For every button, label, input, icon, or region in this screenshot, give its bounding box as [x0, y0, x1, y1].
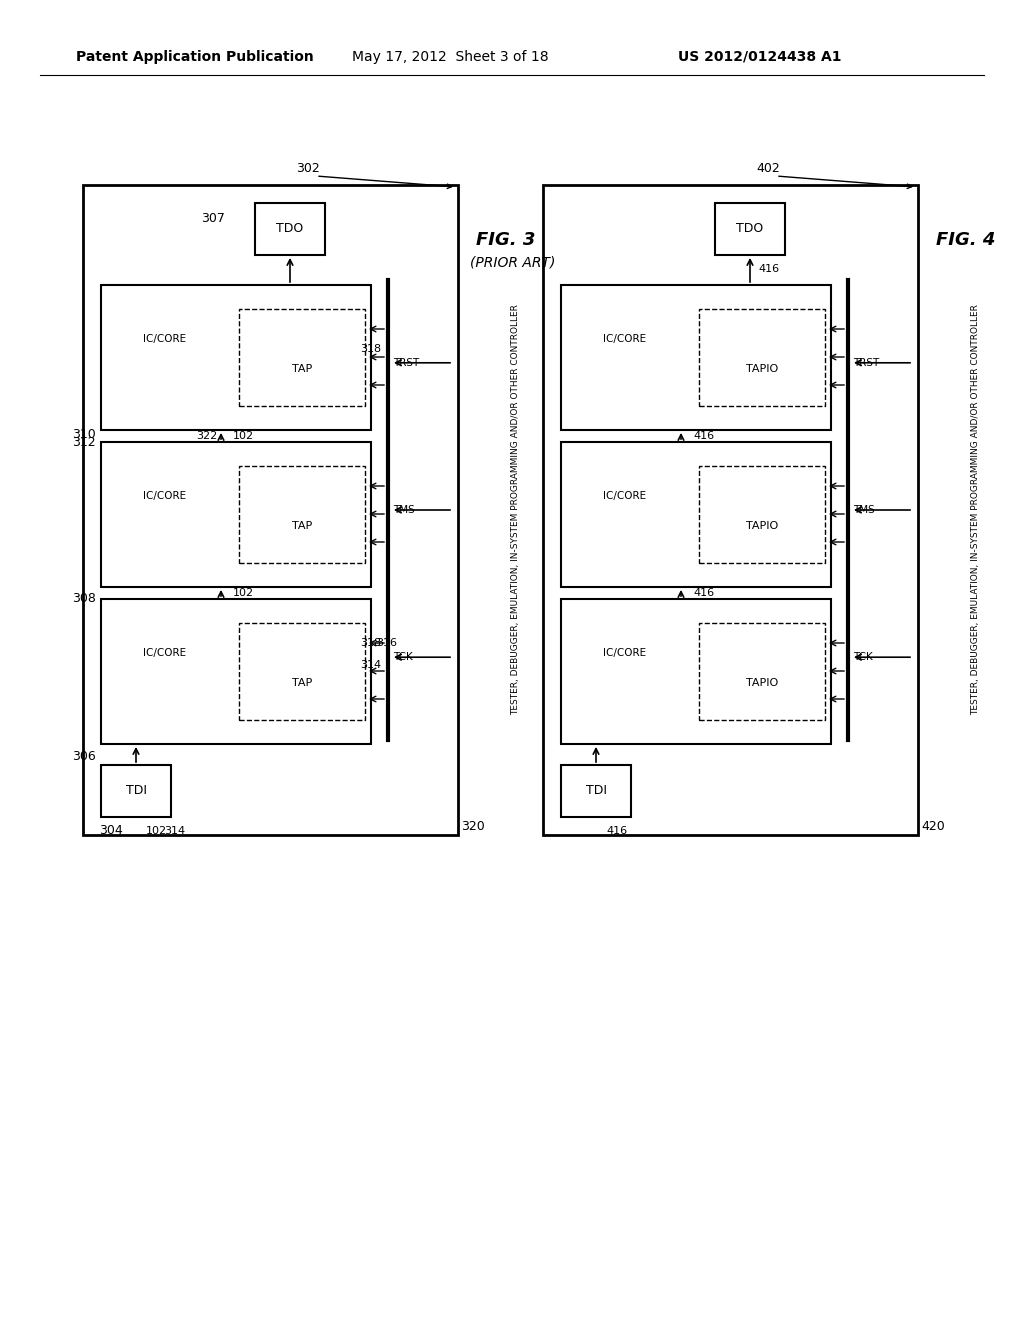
Text: 102: 102 — [233, 587, 254, 598]
Text: 416: 416 — [606, 826, 627, 836]
Text: 312: 312 — [73, 436, 96, 449]
Text: 102: 102 — [233, 432, 254, 441]
Bar — [255, 203, 325, 255]
Text: TRST: TRST — [853, 358, 880, 368]
Bar — [101, 599, 371, 744]
Bar — [699, 623, 825, 719]
Text: IC/CORE: IC/CORE — [143, 491, 186, 502]
Bar — [239, 309, 365, 407]
Text: US 2012/0124438 A1: US 2012/0124438 A1 — [678, 50, 842, 63]
Text: TAP: TAP — [292, 364, 312, 374]
Text: 322: 322 — [196, 432, 217, 441]
Text: 320: 320 — [461, 821, 484, 833]
Bar — [101, 766, 171, 817]
Bar — [543, 185, 918, 836]
Bar — [561, 442, 831, 587]
Text: TMS: TMS — [393, 506, 415, 515]
Text: IC/CORE: IC/CORE — [603, 334, 646, 345]
Text: 402: 402 — [756, 161, 779, 174]
Text: May 17, 2012  Sheet 3 of 18: May 17, 2012 Sheet 3 of 18 — [351, 50, 548, 63]
Text: IC/CORE: IC/CORE — [603, 648, 646, 657]
Bar — [561, 766, 631, 817]
Text: 416: 416 — [693, 587, 714, 598]
Text: TCK: TCK — [393, 652, 413, 663]
Text: 416: 416 — [693, 432, 714, 441]
Text: 307: 307 — [201, 211, 225, 224]
Bar — [239, 623, 365, 719]
Text: IC/CORE: IC/CORE — [143, 648, 186, 657]
Bar — [101, 442, 371, 587]
Text: 318: 318 — [360, 638, 381, 648]
Text: TAP: TAP — [292, 678, 312, 688]
Text: 306: 306 — [73, 750, 96, 763]
Text: TDI: TDI — [586, 784, 606, 797]
Text: 302: 302 — [296, 161, 319, 174]
Text: FIG. 3: FIG. 3 — [476, 231, 536, 249]
Text: 304: 304 — [99, 825, 123, 837]
Text: TDO: TDO — [736, 223, 764, 235]
Text: 318: 318 — [360, 343, 381, 354]
Bar — [239, 466, 365, 564]
Text: TMS: TMS — [853, 506, 874, 515]
Bar — [83, 185, 458, 836]
Bar — [101, 285, 371, 430]
Bar — [699, 309, 825, 407]
Text: 310: 310 — [73, 428, 96, 441]
Text: Patent Application Publication: Patent Application Publication — [76, 50, 314, 63]
Bar — [561, 285, 831, 430]
Text: TESTER, DEBUGGER, EMULATION, IN-SYSTEM PROGRAMMING AND/OR OTHER CONTROLLER: TESTER, DEBUGGER, EMULATION, IN-SYSTEM P… — [512, 305, 520, 715]
Bar — [561, 599, 831, 744]
Text: TAP: TAP — [292, 521, 312, 531]
Bar — [715, 203, 785, 255]
Text: TESTER, DEBUGGER, EMULATION, IN-SYSTEM PROGRAMMING AND/OR OTHER CONTROLLER: TESTER, DEBUGGER, EMULATION, IN-SYSTEM P… — [972, 305, 981, 715]
Text: 308: 308 — [72, 593, 96, 606]
Text: IC/CORE: IC/CORE — [143, 334, 186, 345]
Text: 420: 420 — [921, 821, 945, 833]
Text: TRST: TRST — [393, 358, 419, 368]
Bar — [699, 466, 825, 564]
Text: 314: 314 — [360, 660, 381, 671]
Text: TDI: TDI — [126, 784, 146, 797]
Text: 416: 416 — [758, 264, 779, 275]
Text: 314: 314 — [164, 826, 185, 836]
Text: TAPIO: TAPIO — [745, 364, 778, 374]
Text: IC/CORE: IC/CORE — [603, 491, 646, 502]
Text: 102: 102 — [146, 826, 167, 836]
Text: TDO: TDO — [276, 223, 304, 235]
Text: TAPIO: TAPIO — [745, 521, 778, 531]
Text: 316: 316 — [376, 638, 397, 648]
Text: (PRIOR ART): (PRIOR ART) — [470, 256, 555, 271]
Text: TCK: TCK — [853, 652, 872, 663]
Text: FIG. 4: FIG. 4 — [936, 231, 995, 249]
Text: TAPIO: TAPIO — [745, 678, 778, 688]
